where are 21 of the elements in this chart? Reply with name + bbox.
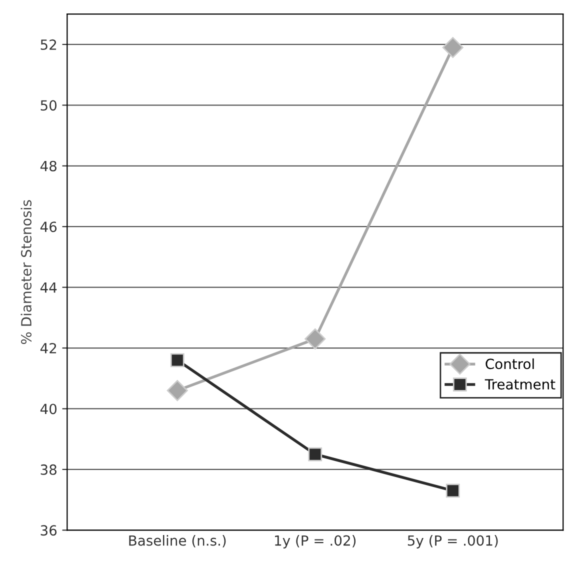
- x-tick-label: Baseline (n.s.): [129, 535, 226, 548]
- y-tick-label: 38: [40, 464, 56, 475]
- point: [308, 447, 322, 462]
- y-tick-label: 36: [40, 525, 57, 536]
- point: [170, 353, 184, 368]
- y-tick-label: 46: [40, 222, 57, 232]
- y-axis-title: % Diameter Stenosis: [20, 200, 32, 344]
- x-tick-label: 5y (P = .001): [408, 535, 498, 548]
- y-tick-label: 48: [40, 160, 56, 172]
- legend-label: Control: [486, 358, 534, 370]
- legend-label: Treatment: [484, 379, 556, 390]
- x-tick-label: 1y (P = .02): [275, 535, 356, 548]
- point: [442, 36, 464, 58]
- point: [304, 328, 326, 350]
- point: [166, 380, 188, 402]
- point: [446, 484, 460, 498]
- y-tick-label: 52: [40, 39, 56, 50]
- y-tick-label: 40: [40, 404, 57, 414]
- y-tick-label: 42: [40, 342, 56, 354]
- y-tick-label: 44: [40, 282, 57, 293]
- y-tick-label: 50: [40, 100, 57, 111]
